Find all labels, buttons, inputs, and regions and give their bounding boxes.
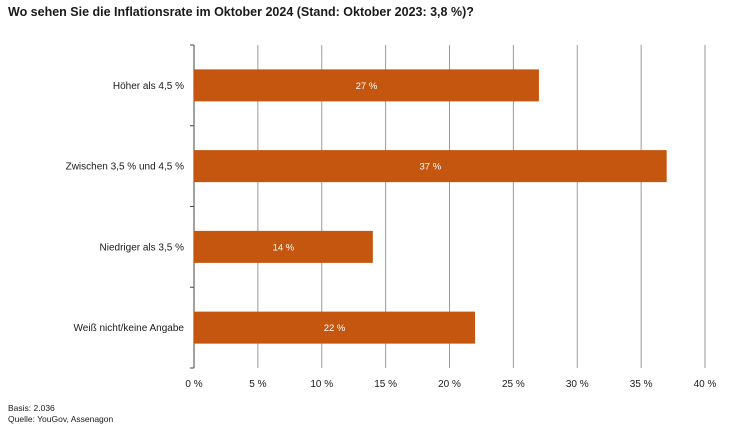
x-tick-label: 10 % — [310, 379, 333, 390]
x-tick-label: 25 % — [502, 379, 525, 390]
bar-value-label: 22 % — [324, 323, 346, 334]
bar — [194, 311, 476, 344]
x-tick-label: 15 % — [374, 379, 397, 390]
bar — [194, 150, 667, 183]
source-note: Quelle: YouGov, Assenagon — [8, 414, 114, 424]
category-label: Weiß nicht/keine Angabe — [74, 323, 185, 334]
category-labels: Höher als 4,5 % Zwischen 3,5 % und 4,5 % N… — [66, 81, 185, 334]
category-label: Zwischen 3,5 % und 4,5 % — [66, 162, 185, 173]
x-tick-label: 40 % — [694, 379, 717, 390]
category-label: Höher als 4,5 % — [113, 81, 184, 92]
x-tick-labels: 0 % 5 % 10 % 15 % 20 % 25 % 30 % 35 % 40 % — [185, 379, 716, 390]
bar — [194, 230, 373, 263]
bar-value-label: 37 % — [420, 162, 442, 173]
basis-note: Basis: 2.036 — [8, 403, 55, 413]
x-tick-label: 5 % — [249, 379, 266, 390]
x-tick-label: 30 % — [566, 379, 589, 390]
x-tick-label: 20 % — [438, 379, 461, 390]
bar — [194, 69, 539, 102]
bar-value-label: 27 % — [356, 81, 378, 92]
x-tick-label: 0 % — [185, 379, 202, 390]
bars: 27 % 37 % 14 % 22 % — [194, 69, 667, 344]
x-tick-label: 35 % — [630, 379, 653, 390]
category-label: Niedriger als 3,5 % — [100, 242, 185, 253]
bar-value-label: 14 % — [273, 242, 295, 253]
chart-title: Wo sehen Sie die Inflationsrate im Oktob… — [8, 5, 474, 19]
